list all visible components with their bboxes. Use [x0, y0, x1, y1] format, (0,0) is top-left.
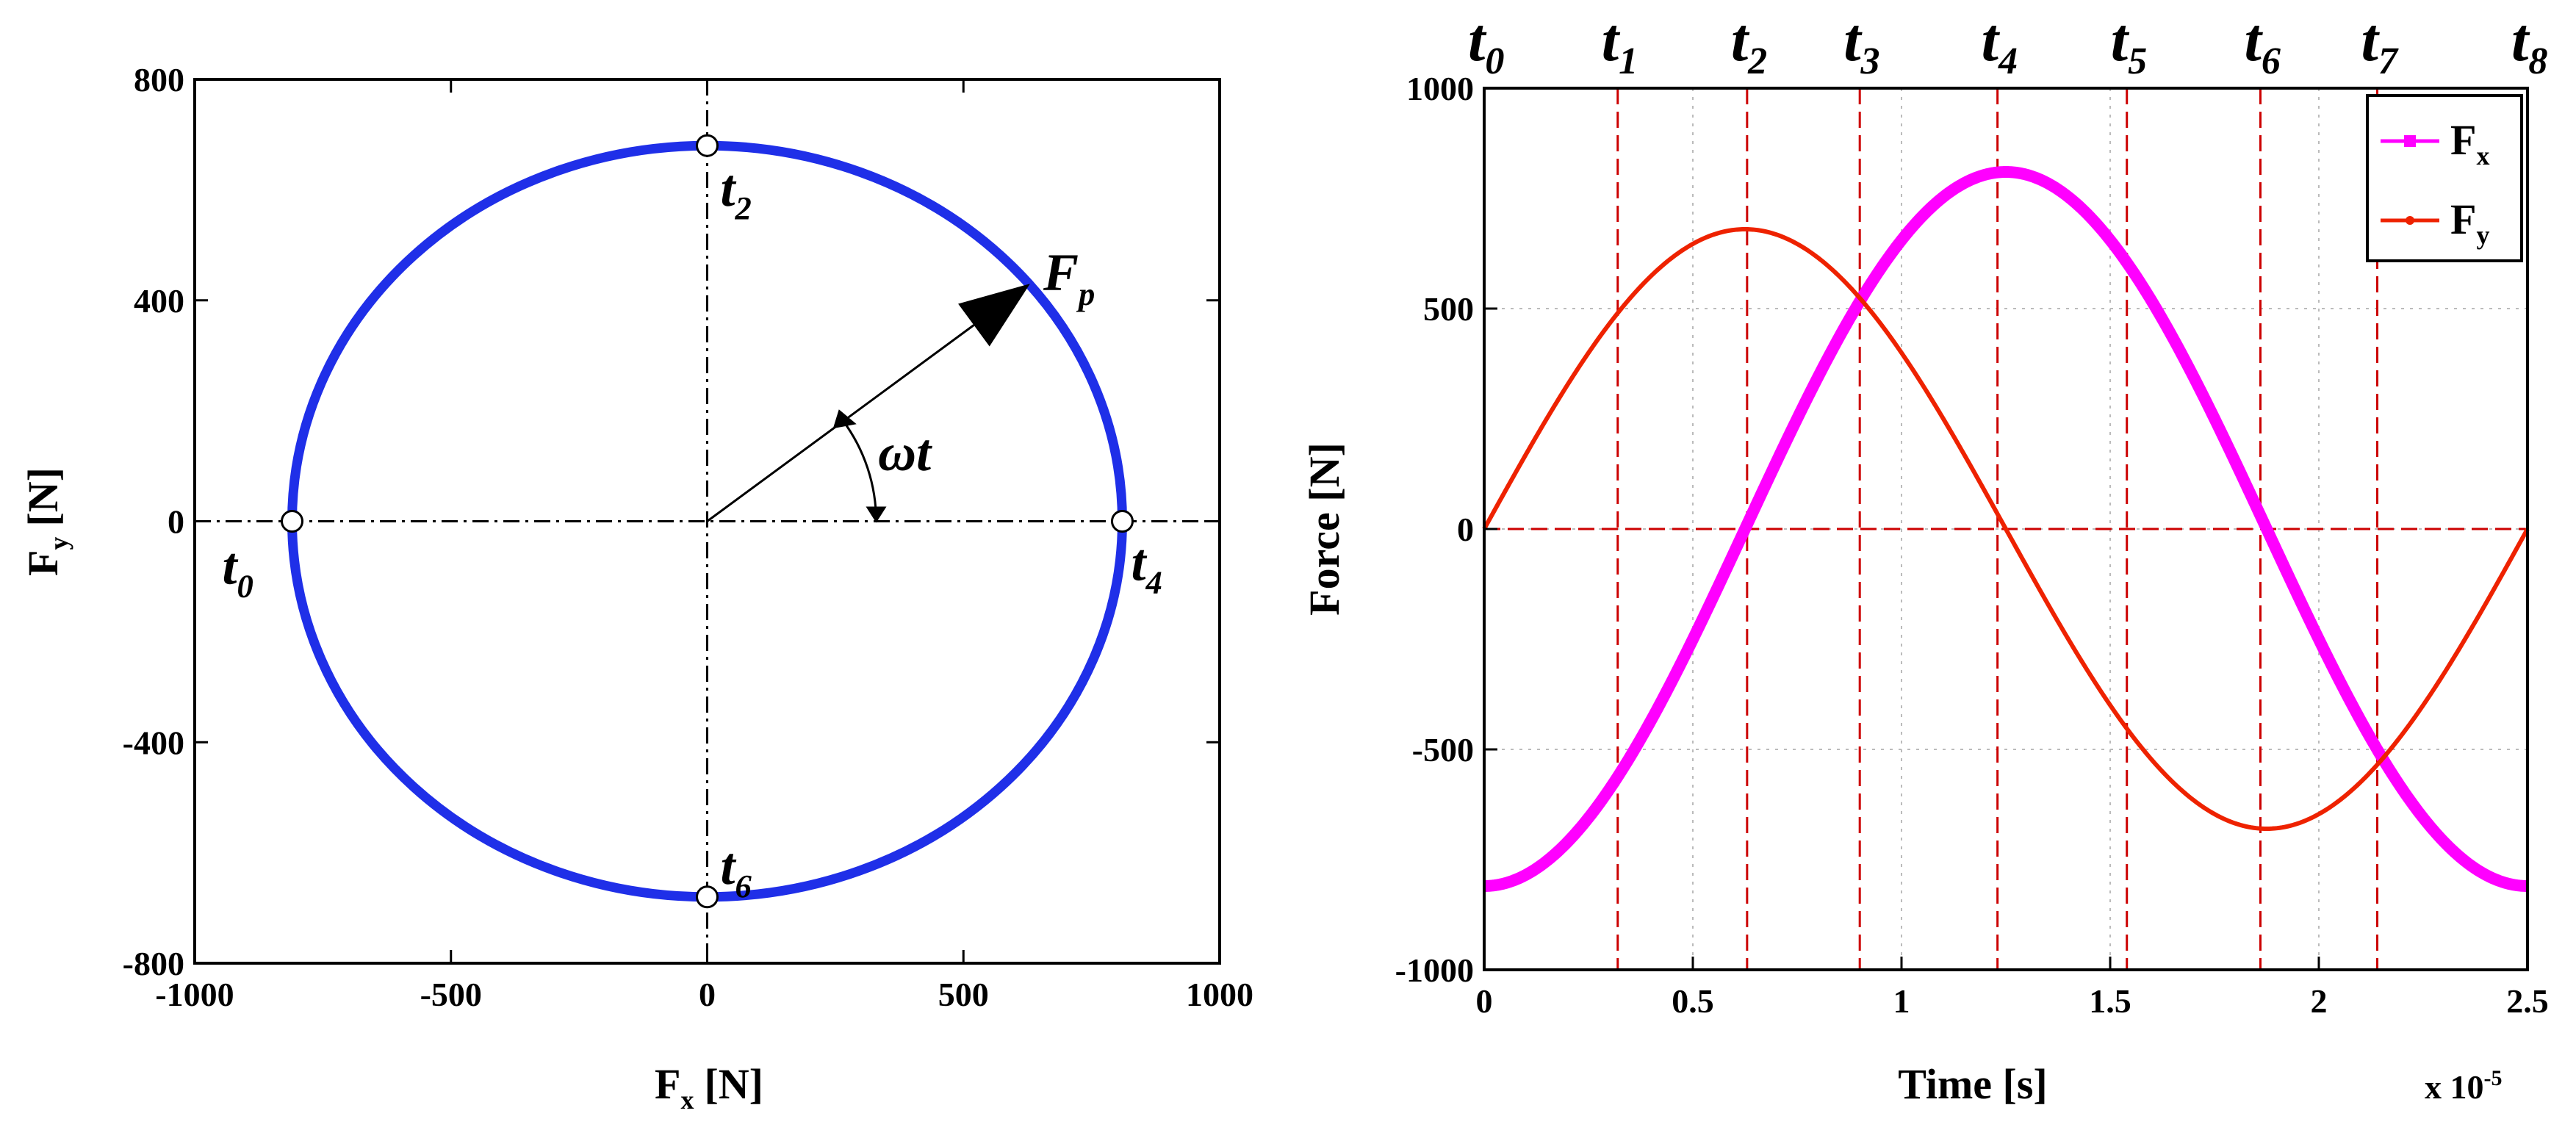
right-y-axis-label: Force [N] [1300, 442, 1348, 616]
left-markers: t0 t2 t4 t6 [223, 134, 1162, 909]
marker-label-t0: t0 [223, 537, 253, 605]
marker-t4 [1110, 510, 1134, 533]
right-x-axis-label: Time [s] [1898, 1060, 2048, 1108]
marker-label-t6: t6 [721, 837, 752, 904]
time-mark-label-t1: t1 [1602, 6, 1638, 82]
right-panel: 0 0.5 1 1.5 2 2.5 -1000 -500 0 500 1000 t0 t1 t2 t3 t4… [1300, 6, 2549, 1108]
left-tick-labels: -1000 -500 0 500 1000 -800 -400 0 400 800 [123, 61, 1253, 1013]
time-mark-label-t4: t4 [1982, 6, 2018, 82]
left-x-tick-label: 1000 [1186, 976, 1253, 1013]
left-ticks [193, 78, 1221, 965]
time-mark-label-t8: t8 [2511, 6, 2547, 82]
marker-t6 [696, 885, 719, 909]
force-vector-label: Fp [1043, 243, 1095, 312]
legend-box [2366, 94, 2523, 262]
right-y-tick-label: -500 [1412, 731, 1474, 769]
right-tick-labels: 0 0.5 1 1.5 2 2.5 -1000 -500 0 500 1000 [1395, 70, 2549, 1020]
right-y-tick-label: 0 [1457, 511, 1474, 548]
marker-t0 [281, 510, 304, 533]
right-x-tick-label: 1.5 [2089, 982, 2131, 1020]
time-mark-label-t6: t6 [2244, 6, 2281, 82]
right-x-tick-label: 0.5 [1672, 982, 1714, 1020]
marker-label-t4: t4 [1131, 533, 1162, 601]
right-series [1481, 166, 2531, 892]
left-y-tick-label: -400 [123, 724, 184, 761]
angle-arc [842, 420, 877, 522]
time-mark-label-t5: t5 [2111, 6, 2147, 82]
marker-label-t2: t2 [721, 159, 752, 226]
right-x-tick-label: 2.5 [2506, 982, 2549, 1020]
series-fy-line [1482, 227, 2530, 831]
left-x-tick-label: 0 [699, 976, 716, 1013]
left-y-tick-label: 0 [168, 503, 184, 541]
left-y-axis-label: Fy[N] [19, 467, 73, 576]
time-mark-label-t0: t0 [1468, 6, 1504, 82]
left-force-vector [706, 284, 1030, 523]
force-vector-head [958, 284, 1030, 347]
right-x-tick-label: 2 [2311, 982, 2328, 1020]
left-x-tick-label: -1000 [155, 976, 234, 1013]
time-mark-label-t2: t2 [1731, 6, 1767, 82]
legend-fx-label: Fx [2450, 116, 2489, 170]
x-scale-note: x 10-5 [2425, 1066, 2503, 1106]
left-x-tick-label: -500 [420, 976, 482, 1013]
angle-arrow-start [832, 409, 857, 429]
right-y-tick-label: -1000 [1395, 951, 1474, 989]
right-y-tick-label: 500 [1423, 290, 1474, 328]
right-ticks [1483, 87, 2529, 971]
angle-label: ωt [878, 423, 932, 482]
left-y-tick-label: -800 [123, 945, 184, 982]
left-x-axis-label: Fx [N] [655, 1060, 763, 1115]
legend-fx-marker [2404, 135, 2416, 147]
right-x-tick-label: 0 [1476, 982, 1493, 1020]
right-time-mark-labels: t0 t1 t2 t3 t4 t5 t6 t7 t8 [1468, 6, 2547, 82]
left-x-tick-label: 500 [938, 976, 989, 1013]
marker-t2 [696, 134, 719, 157]
right-x-tick-label: 1 [1893, 982, 1910, 1020]
series-fx-line [1481, 166, 2531, 892]
left-y-tick-label: 400 [134, 282, 184, 320]
angle-arrow-end [866, 506, 887, 523]
time-mark-label-t3: t3 [1843, 6, 1879, 82]
legend-fy-marker [2406, 216, 2414, 225]
left-panel: t0 t2 t4 t6 -1000 -500 0 500 1000 -800 -400 0 400 80… [19, 61, 1253, 1115]
time-mark-label-t7: t7 [2361, 6, 2399, 82]
legend: Fx Fy [2366, 94, 2523, 262]
legend-fy-label: Fy [2450, 195, 2489, 250]
right-y-tick-label: 1000 [1406, 70, 1474, 107]
left-y-tick-label: 800 [134, 61, 184, 98]
